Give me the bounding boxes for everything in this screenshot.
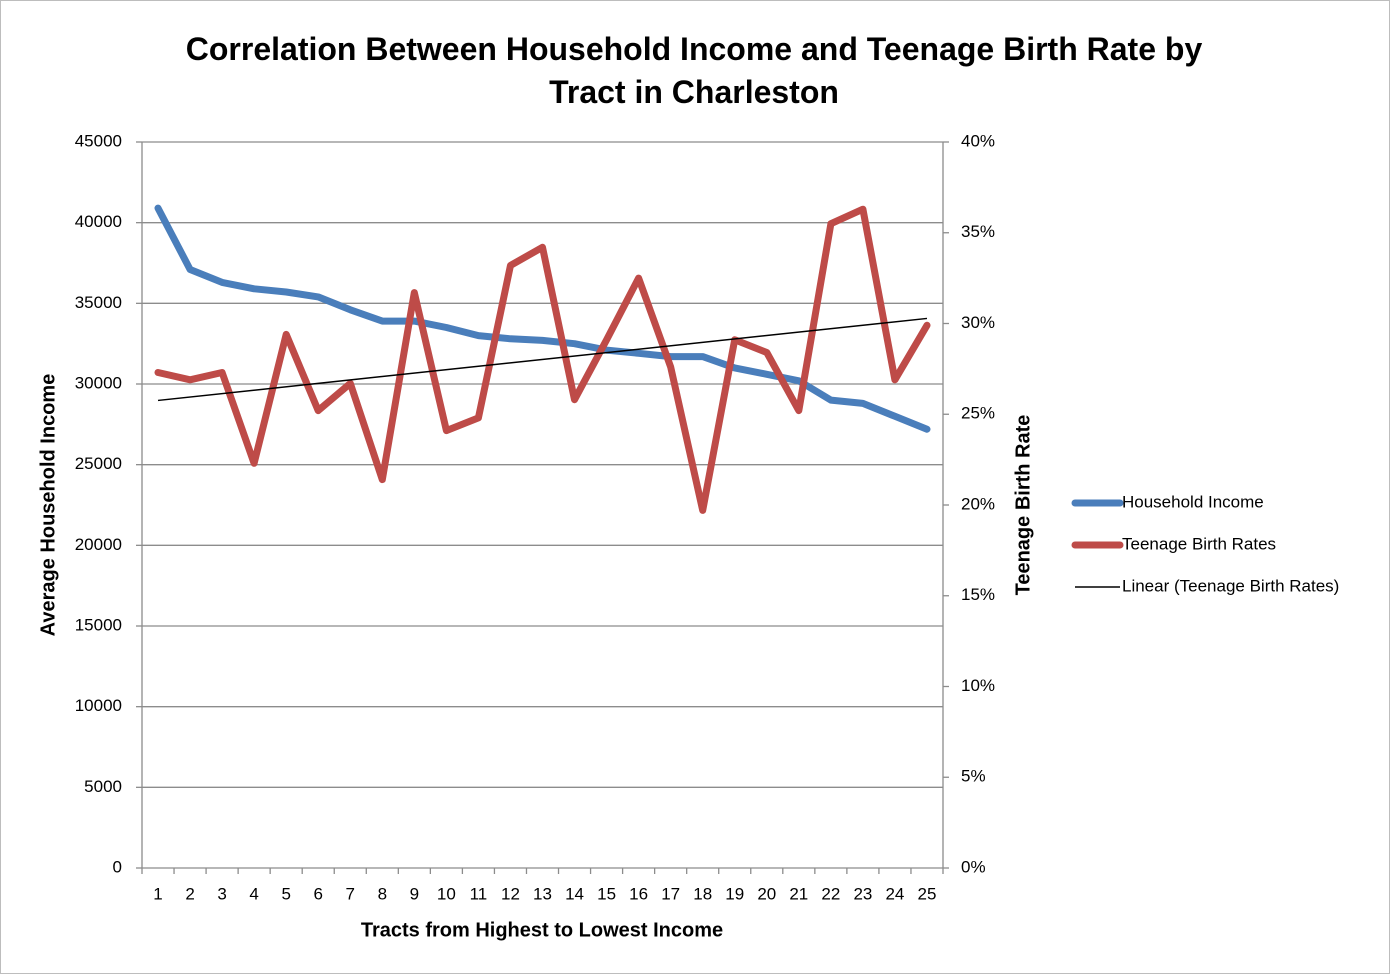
x-tick-label: 9 [410,884,419,903]
y-tick-label: 5000 [84,777,122,796]
legend-label: Teenage Birth Rates [1122,534,1276,553]
x-tick-label: 24 [885,884,904,903]
y2-tick-label: 20% [961,494,995,513]
y-tick-label: 35000 [75,293,122,312]
y-axis-title: Average Household Income [37,374,59,637]
y-tick-label: 40000 [75,212,122,231]
y-tick-label: 30000 [75,373,122,392]
y-tick-label: 45000 [75,131,122,150]
x-tick-label: 18 [693,884,712,903]
y2-tick-label: 25% [961,404,995,423]
x-tick-label: 3 [217,884,226,903]
y2-axis-title: Teenage Birth Rate [1012,415,1034,596]
legend-label: Household Income [1122,492,1264,511]
x-tick-label: 10 [437,884,456,903]
x-tick-label: 14 [565,884,584,903]
x-tick-label: 12 [501,884,520,903]
y2-tick-label: 35% [961,222,995,241]
x-tick-label: 21 [789,884,808,903]
trend-line [157,317,928,402]
x-tick-label: 13 [533,884,552,903]
y2-tick-label: 10% [961,676,995,695]
y2-tick-label: 15% [961,585,995,604]
x-tick-label: 8 [378,884,387,903]
y-tick-label: 20000 [75,535,122,554]
y-tick-label: 25000 [75,454,122,473]
x-tick-label: 20 [757,884,776,903]
x-tick-label: 25 [918,884,937,903]
x-tick-label: 19 [725,884,744,903]
x-tick-label: 6 [313,884,322,903]
x-tick-label: 2 [185,884,194,903]
x-tick-label: 5 [281,884,290,903]
x-tick-label: 23 [853,884,872,903]
x-tick-label: 17 [661,884,680,903]
series-line [154,205,931,514]
y2-tick-label: 30% [961,313,995,332]
y-tick-label: 0 [113,857,122,876]
x-tick-label: 4 [249,884,258,903]
x-tick-label: 1 [153,884,162,903]
x-tick-label: 11 [470,884,488,903]
y2-tick-label: 0% [961,857,986,876]
x-tick-label: 22 [821,884,840,903]
y2-tick-label: 5% [961,767,986,786]
y2-tick-label: 40% [961,131,995,150]
x-axis-title: Tracts from Highest to Lowest Income [361,919,723,941]
chart-title: Correlation Between Household Income and… [185,31,1203,110]
x-tick-label: 16 [629,884,648,903]
x-tick-label: 7 [346,884,355,903]
legend-label: Linear (Teenage Birth Rates) [1122,576,1339,595]
series-line [154,204,931,433]
x-tick-label: 15 [597,884,616,903]
y-tick-label: 10000 [75,696,122,715]
y-tick-label: 15000 [75,615,122,634]
